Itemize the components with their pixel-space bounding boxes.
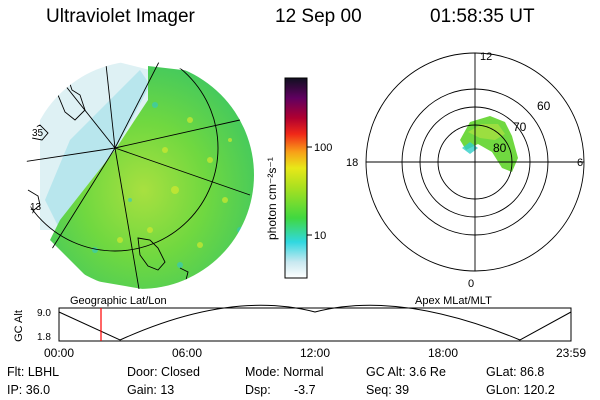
- y-tick-9: 9.0: [37, 308, 51, 319]
- info-flight: Flt: LBHL: [7, 365, 60, 379]
- timeline-ylabel: GC Alt: [13, 310, 25, 342]
- info-gc-alt: GC Alt: 3.6 Re: [366, 365, 446, 379]
- info-glon: GLon: 120.2: [486, 383, 555, 397]
- colorbar-tick-10: 10: [314, 230, 326, 242]
- colorbar-label: photon cm⁻²s⁻¹: [265, 157, 279, 240]
- mlt-label-12: 12: [480, 51, 492, 63]
- cyan-emission-region: [45, 70, 150, 230]
- color-bar: 100 10 photon cm⁻²s⁻¹: [265, 77, 332, 279]
- x-tick-0000: 00:00: [44, 346, 74, 360]
- altitude-curve: [58, 304, 572, 341]
- instrument-title: Ultraviolet Imager: [46, 6, 195, 27]
- info-gain: Gain: 13: [127, 383, 175, 397]
- info-mode: Mode: Normal: [245, 365, 324, 379]
- magnetic-polar-plot: 12 18 6 0 60 70 80: [346, 51, 585, 290]
- aurora-emission-region: [50, 66, 254, 289]
- colorbar-tick-100: 100: [314, 142, 332, 154]
- y-tick-1-8: 1.8: [37, 332, 51, 343]
- info-ip: IP: 36.0: [7, 383, 51, 397]
- observation-date: 12 Sep 00: [275, 6, 362, 27]
- observation-time: 01:58:35 UT: [430, 6, 535, 27]
- info-dsp-label: Dsp:: [245, 383, 271, 397]
- lat-label-60: 60: [537, 99, 551, 113]
- x-tick-2359: 23:59: [556, 346, 586, 360]
- info-door: Door: Closed: [127, 365, 200, 379]
- geographic-map: 35 13: [26, 61, 254, 289]
- right-map-label: Apex MLat/MLT: [415, 295, 492, 307]
- info-dsp-value: -3.7: [294, 383, 316, 397]
- left-map-label: Geographic Lat/Lon: [70, 295, 167, 307]
- mlt-label-6: 6: [577, 157, 583, 169]
- coast-label-35: 35: [32, 128, 44, 139]
- x-tick-0600: 06:00: [172, 346, 202, 360]
- mlt-label-18: 18: [346, 157, 358, 169]
- coast-label-13: 13: [30, 202, 42, 213]
- lat-lon-grid: [26, 61, 251, 289]
- x-tick-1800: 18:00: [428, 346, 458, 360]
- mlt-label-0: 0: [468, 278, 474, 290]
- orbit-timeline: Geographic Lat/Lon Apex MLat/MLT 9.0 1.8…: [13, 295, 586, 360]
- x-tick-1200: 12:00: [300, 346, 330, 360]
- lat-label-70: 70: [513, 120, 527, 134]
- info-seq: Seq: 39: [366, 383, 410, 397]
- polar-grid: [365, 52, 585, 272]
- lat-label-80: 80: [493, 141, 507, 155]
- info-glat: GLat: 86.8: [486, 365, 545, 379]
